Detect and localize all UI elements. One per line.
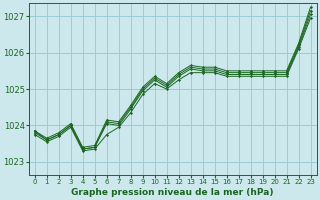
X-axis label: Graphe pression niveau de la mer (hPa): Graphe pression niveau de la mer (hPa) (71, 188, 274, 197)
